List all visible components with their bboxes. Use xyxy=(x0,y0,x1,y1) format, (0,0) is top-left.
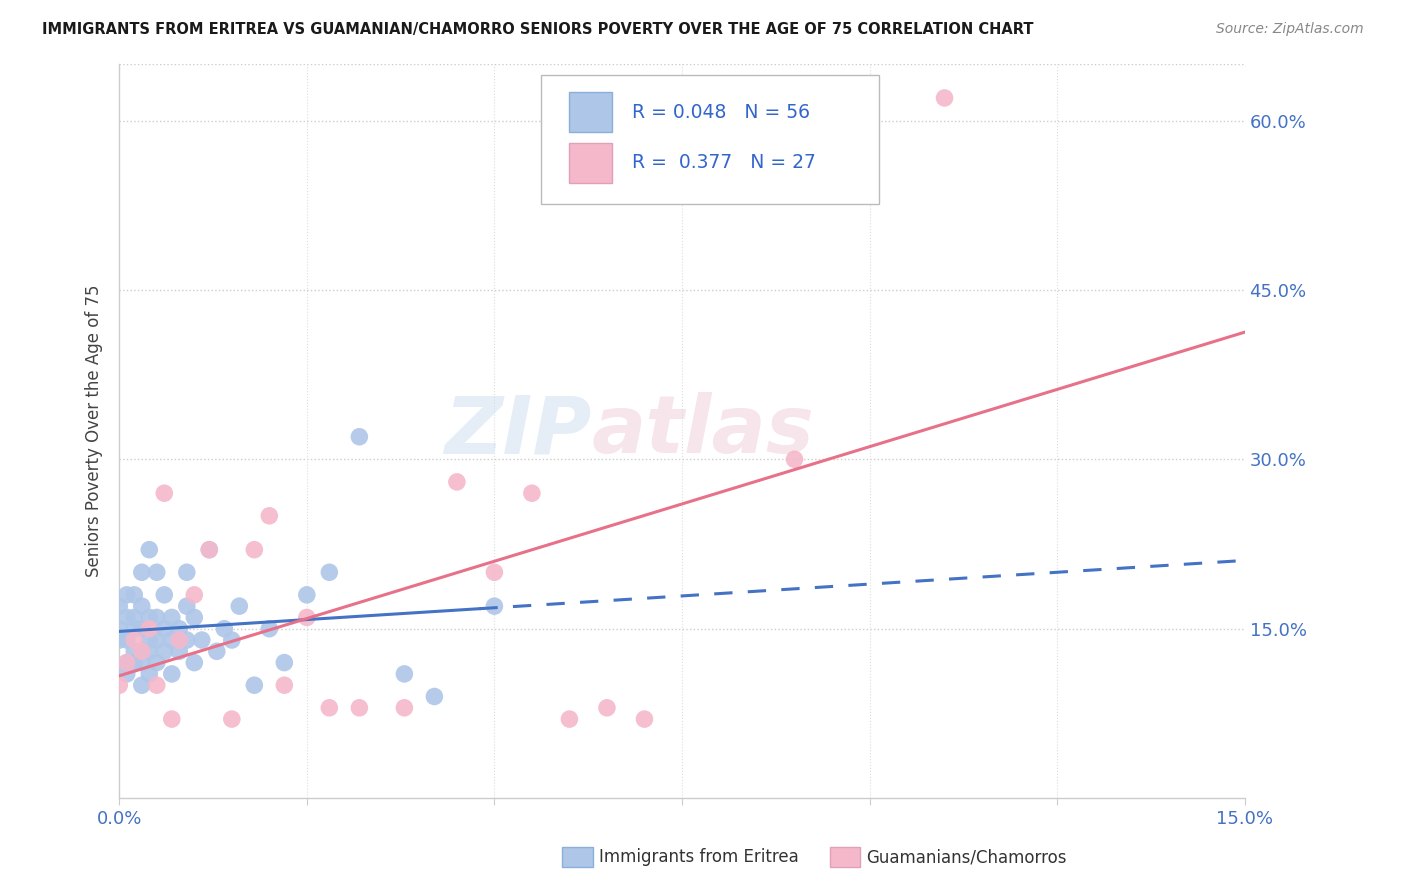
Point xyxy=(243,678,266,692)
Point xyxy=(146,566,169,580)
Y-axis label: Seniors Poverty Over the Age of 75: Seniors Poverty Over the Age of 75 xyxy=(86,285,103,577)
Point xyxy=(169,633,191,648)
Point xyxy=(349,700,371,714)
Point xyxy=(131,644,153,658)
Point xyxy=(176,566,198,580)
Point xyxy=(446,475,468,489)
Point xyxy=(183,656,205,670)
Point xyxy=(138,667,160,681)
Text: Immigrants from Eritrea: Immigrants from Eritrea xyxy=(599,848,799,866)
Point xyxy=(146,678,169,692)
Point xyxy=(124,588,146,602)
Point xyxy=(138,633,160,648)
Point xyxy=(160,712,183,726)
Point xyxy=(124,622,146,636)
Point xyxy=(124,656,146,670)
Point xyxy=(115,667,138,681)
Point xyxy=(633,712,655,726)
Point xyxy=(124,610,146,624)
Point xyxy=(131,656,153,670)
Point xyxy=(228,599,250,614)
Point xyxy=(423,690,446,704)
Point xyxy=(169,622,191,636)
Point xyxy=(131,599,153,614)
Text: Source: ZipAtlas.com: Source: ZipAtlas.com xyxy=(1216,22,1364,37)
Point xyxy=(160,633,183,648)
Point xyxy=(484,599,506,614)
Point xyxy=(115,656,138,670)
Point xyxy=(934,91,956,105)
Point xyxy=(131,566,153,580)
Point xyxy=(146,610,169,624)
Point xyxy=(221,712,243,726)
Point xyxy=(176,633,198,648)
Point xyxy=(318,700,340,714)
FancyBboxPatch shape xyxy=(569,92,612,132)
Point xyxy=(243,542,266,557)
Point xyxy=(124,633,146,648)
Point xyxy=(191,633,214,648)
Point xyxy=(394,700,416,714)
Point xyxy=(596,700,619,714)
Point xyxy=(183,610,205,624)
Point xyxy=(176,599,198,614)
Point xyxy=(160,667,183,681)
Point xyxy=(214,622,236,636)
Point xyxy=(169,644,191,658)
Text: IMMIGRANTS FROM ERITREA VS GUAMANIAN/CHAMORRO SENIORS POVERTY OVER THE AGE OF 75: IMMIGRANTS FROM ERITREA VS GUAMANIAN/CHA… xyxy=(42,22,1033,37)
Point xyxy=(108,599,131,614)
Point xyxy=(138,622,160,636)
Point xyxy=(198,542,221,557)
Point xyxy=(394,667,416,681)
Point xyxy=(146,656,169,670)
Point xyxy=(138,610,160,624)
Point xyxy=(295,588,318,602)
Text: ZIP: ZIP xyxy=(444,392,592,470)
FancyBboxPatch shape xyxy=(541,75,879,203)
Point xyxy=(160,610,183,624)
Point xyxy=(198,542,221,557)
Text: atlas: atlas xyxy=(592,392,814,470)
Point xyxy=(153,588,176,602)
Point xyxy=(273,678,295,692)
Point xyxy=(183,588,205,602)
Point xyxy=(221,633,243,648)
Point xyxy=(273,656,295,670)
Point xyxy=(259,622,281,636)
Point xyxy=(115,610,138,624)
Point xyxy=(108,622,131,636)
Point xyxy=(153,644,176,658)
Point xyxy=(131,622,153,636)
Point xyxy=(153,622,176,636)
Point xyxy=(520,486,543,500)
Point xyxy=(146,633,169,648)
Point xyxy=(131,678,153,692)
Point xyxy=(349,430,371,444)
Point xyxy=(115,588,138,602)
Text: Guamanians/Chamorros: Guamanians/Chamorros xyxy=(866,848,1067,866)
Point xyxy=(115,633,138,648)
Point xyxy=(558,712,581,726)
Point xyxy=(138,644,160,658)
Point xyxy=(138,542,160,557)
Point xyxy=(205,644,228,658)
Text: R =  0.377   N = 27: R = 0.377 N = 27 xyxy=(633,153,817,172)
Point xyxy=(259,508,281,523)
Point xyxy=(295,610,318,624)
Point xyxy=(108,633,131,648)
Point xyxy=(484,566,506,580)
Text: R = 0.048   N = 56: R = 0.048 N = 56 xyxy=(633,103,810,121)
Point xyxy=(318,566,340,580)
Point xyxy=(153,486,176,500)
Point xyxy=(108,678,131,692)
Point xyxy=(115,656,138,670)
Point xyxy=(783,452,806,467)
Point xyxy=(131,644,153,658)
Point xyxy=(124,644,146,658)
FancyBboxPatch shape xyxy=(569,143,612,183)
